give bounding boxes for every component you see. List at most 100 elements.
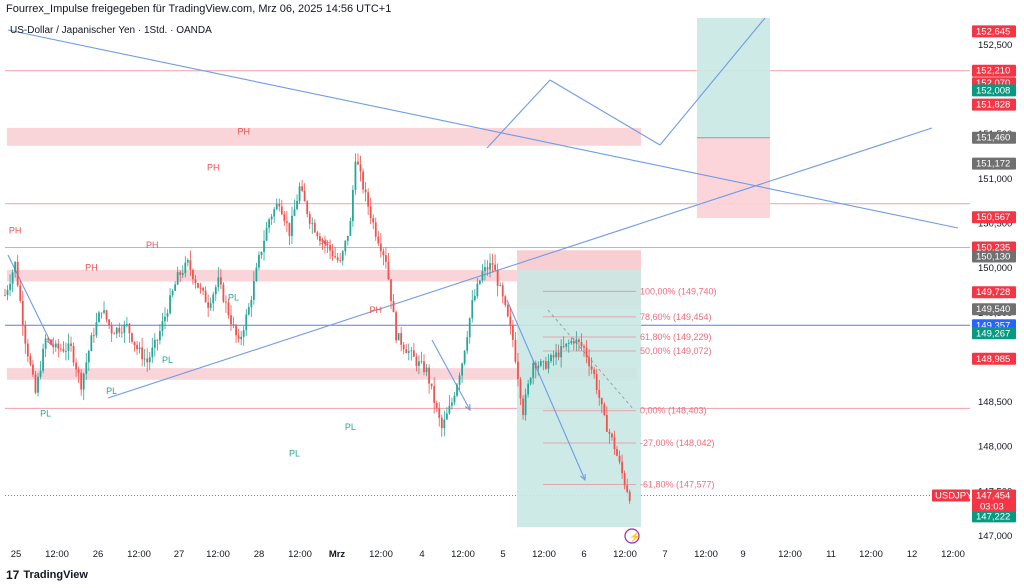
candle-body bbox=[524, 394, 527, 416]
candle-body bbox=[578, 339, 580, 342]
pivot-low-label: PL bbox=[106, 386, 117, 396]
candle-body bbox=[9, 283, 11, 290]
candle-body bbox=[98, 312, 100, 323]
footer-brand[interactable]: 17 TradingView bbox=[6, 568, 88, 582]
candle-body bbox=[192, 270, 194, 280]
candle-body bbox=[240, 336, 243, 340]
candle-body bbox=[336, 257, 339, 261]
candle-body bbox=[237, 335, 240, 340]
candle-body bbox=[207, 302, 210, 308]
candle-body bbox=[565, 343, 568, 347]
price-label-text: 149,357 bbox=[976, 320, 1010, 331]
supply-demand-zone bbox=[7, 269, 641, 282]
candle-body bbox=[326, 243, 329, 246]
candle-body bbox=[21, 300, 24, 326]
candle-body bbox=[171, 290, 174, 296]
pivot-high-label: PH bbox=[146, 240, 159, 250]
candle-body bbox=[354, 161, 357, 190]
candle-body bbox=[623, 473, 626, 486]
candle-body bbox=[120, 332, 123, 334]
candle-body bbox=[118, 327, 121, 333]
candle-body bbox=[174, 284, 177, 291]
candle-body bbox=[258, 255, 260, 268]
candle-body bbox=[108, 319, 111, 326]
trend-line bbox=[107, 127, 933, 399]
candle-body bbox=[529, 378, 532, 384]
candle-body bbox=[311, 223, 314, 224]
x-tick-label: 25 bbox=[11, 549, 22, 560]
candle-body bbox=[395, 312, 397, 341]
candle-body bbox=[476, 283, 479, 297]
candle-body bbox=[329, 245, 331, 251]
price-label-text: 150,235 bbox=[976, 243, 1010, 254]
candle-body bbox=[296, 200, 298, 210]
candle-body bbox=[131, 333, 133, 342]
candle-body bbox=[550, 355, 552, 362]
candle-body bbox=[539, 361, 542, 366]
candle-body bbox=[57, 343, 60, 349]
price-label-box bbox=[972, 250, 1016, 263]
x-tick-label: 7 bbox=[662, 549, 667, 560]
candle-body bbox=[392, 301, 395, 313]
candle-body bbox=[555, 352, 557, 358]
candle-body bbox=[138, 347, 141, 350]
candle-body bbox=[423, 361, 425, 373]
candle-body bbox=[433, 386, 436, 403]
candle-body bbox=[273, 209, 276, 217]
x-tick-label: 12 bbox=[907, 549, 918, 560]
x-tick-label: 27 bbox=[174, 549, 185, 560]
candle-body bbox=[346, 235, 349, 241]
candle-body bbox=[491, 263, 494, 265]
candle-body bbox=[270, 216, 273, 220]
candle-body bbox=[522, 398, 524, 416]
candle-body bbox=[372, 218, 375, 223]
candle-body bbox=[402, 344, 405, 350]
candle-body bbox=[6, 289, 9, 296]
candle-body bbox=[306, 201, 309, 214]
candle-body bbox=[605, 414, 608, 432]
candle-body bbox=[159, 331, 161, 341]
candle-body bbox=[42, 348, 44, 371]
candle-body bbox=[62, 349, 65, 352]
trade-boxes bbox=[517, 18, 770, 528]
candle-body bbox=[415, 356, 418, 366]
candle-body bbox=[11, 272, 14, 284]
fib-label: 61,80% (149,229) bbox=[640, 332, 712, 342]
price-label-text: 147,222 bbox=[976, 511, 1010, 522]
candle-body bbox=[268, 219, 271, 228]
fib-label: -61,80% (147,577) bbox=[640, 480, 715, 490]
candle-body bbox=[128, 323, 131, 334]
candle-body bbox=[364, 189, 367, 193]
candle-body bbox=[280, 206, 283, 215]
candle-body bbox=[611, 433, 613, 438]
candle-body bbox=[547, 361, 550, 369]
candle-body bbox=[440, 417, 443, 429]
candle-body bbox=[494, 264, 497, 271]
fib-label: 50,00% (149,072) bbox=[640, 346, 712, 356]
price-label-box bbox=[972, 98, 1016, 111]
pivot-high-label: PH bbox=[207, 162, 220, 172]
x-tick-label: 28 bbox=[254, 549, 265, 560]
y-tick-label: 152,500 bbox=[978, 40, 1012, 51]
arrow-head bbox=[464, 403, 471, 412]
candle-body bbox=[527, 383, 530, 395]
pivot-low-label: PL bbox=[289, 449, 300, 459]
tradingview-brand-label: TradingView bbox=[23, 569, 88, 581]
pivot-low-label: PL bbox=[345, 422, 356, 432]
price-label-text: 152,210 bbox=[976, 66, 1010, 77]
candle-body bbox=[194, 279, 197, 284]
candle-body bbox=[478, 280, 481, 284]
candle-body bbox=[265, 227, 268, 241]
candle-body bbox=[583, 346, 585, 348]
fib-levels: 100,00% (149,740) 78,60% (149,454) 61,80% … bbox=[543, 286, 717, 490]
pivot-high-label: PH bbox=[9, 226, 22, 236]
candle-body bbox=[593, 369, 596, 374]
candle-body bbox=[397, 333, 400, 341]
x-tick-label: 12:00 bbox=[694, 549, 718, 560]
x-tick-label: 12:00 bbox=[127, 549, 151, 560]
candle-body bbox=[598, 389, 601, 398]
candle-body bbox=[420, 361, 423, 363]
candle-body bbox=[519, 379, 522, 399]
candle-body bbox=[560, 346, 563, 358]
